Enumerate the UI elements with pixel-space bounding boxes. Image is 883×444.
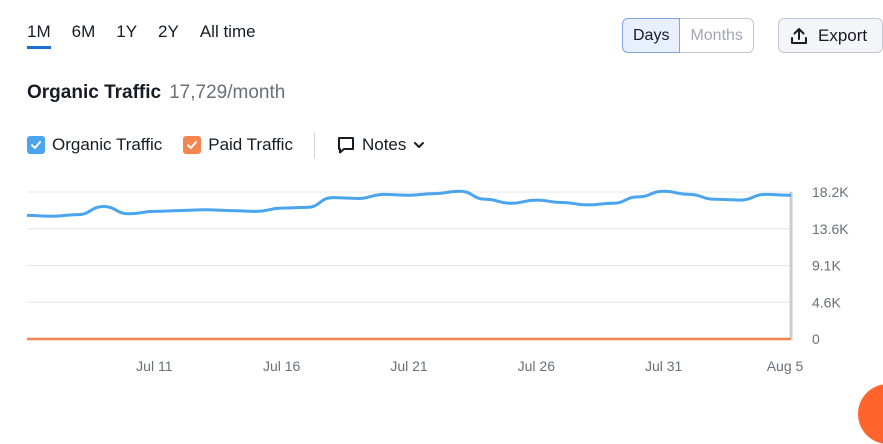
series-line-organic-traffic — [26, 189, 792, 218]
upload-icon — [791, 27, 807, 44]
period-tab-1m[interactable]: 1M — [27, 22, 51, 49]
page-title: Organic Traffic 17,729/month — [27, 82, 285, 104]
title-label: Organic Traffic — [27, 82, 162, 103]
legend-organic-traffic[interactable]: Organic Traffic — [27, 135, 162, 155]
period-tab-2y[interactable]: 2Y — [158, 22, 179, 41]
legend-paid-traffic[interactable]: Paid Traffic — [183, 135, 293, 155]
checkbox-checked-icon[interactable] — [27, 136, 45, 154]
y-tick-label: 9.1K — [812, 258, 841, 274]
chart-series — [26, 189, 792, 341]
y-axis-ticks: 18.2K 13.6K 9.1K 4.6K 0 — [812, 184, 849, 347]
x-axis-ticks: Jul 11 Jul 16 Jul 21 Jul 26 Jul 31 Aug 5 — [136, 358, 803, 374]
x-tick-label: Jul 26 — [518, 358, 556, 374]
legend-organic-label: Organic Traffic — [52, 135, 163, 154]
notes-dropdown[interactable]: Notes — [336, 135, 426, 155]
days-months-toggle: Days Months — [622, 18, 754, 53]
legend-divider — [313, 132, 315, 158]
chevron-down-icon — [414, 142, 425, 148]
export-button[interactable]: Export — [778, 18, 883, 53]
x-tick-label: Jul 31 — [645, 358, 683, 374]
checkbox-checked-icon[interactable] — [183, 136, 202, 154]
help-widget[interactable] — [858, 384, 883, 444]
period-tab-6m[interactable]: 6M — [71, 22, 96, 41]
legend-paid-label: Paid Traffic — [208, 135, 293, 154]
x-tick-label: Jul 21 — [390, 358, 428, 374]
x-tick-label: Jul 16 — [263, 358, 301, 374]
title-value: 17,729/month — [169, 82, 286, 103]
export-label: Export — [818, 25, 868, 45]
y-tick-label: 4.6K — [812, 294, 841, 310]
y-tick-label: 0 — [812, 331, 820, 347]
period-tab-1y[interactable]: 1Y — [116, 22, 138, 41]
x-tick-label: Jul 11 — [136, 358, 173, 374]
period-tab-all-time[interactable]: All time — [199, 22, 256, 41]
x-tick-label: Aug 5 — [767, 358, 804, 374]
days-button[interactable]: Days — [622, 18, 681, 53]
period-tabs: 1M 6M 1Y 2Y All time — [27, 22, 256, 49]
months-button[interactable]: Months — [680, 18, 754, 53]
y-tick-label: 18.2K — [812, 184, 849, 200]
y-tick-label: 13.6K — [812, 221, 849, 237]
legend: Organic Traffic Paid Traffic Notes — [27, 132, 426, 158]
note-icon — [337, 137, 354, 154]
notes-label: Notes — [361, 135, 407, 154]
